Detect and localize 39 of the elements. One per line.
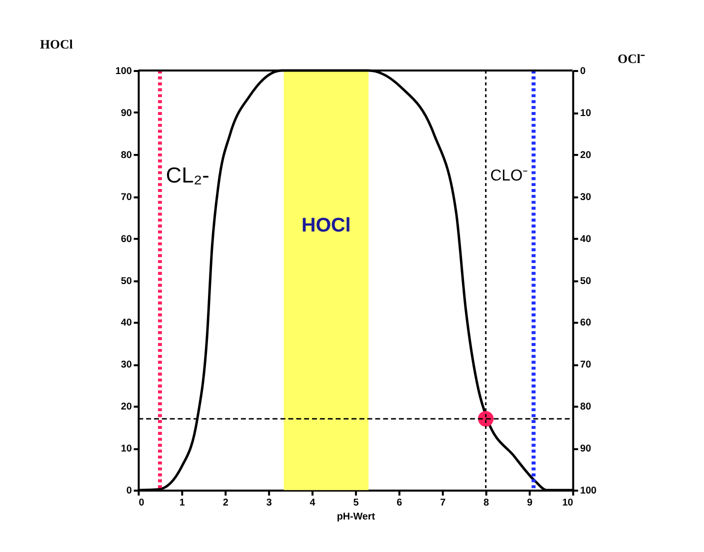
y2-axis-title: OCl⁻ [618,52,646,66]
y2-tick-label: 50 [580,276,592,287]
y-tick-label: 50 [120,276,132,287]
y2-tick-label: 70 [580,360,592,371]
ref-line-label: CLO⁻ [490,167,528,184]
y2-tick-label: 100 [580,486,598,497]
y-tick-label: 70 [120,192,132,203]
y2-tick-label: 80 [580,402,592,413]
x-tick-label: 2 [222,497,229,508]
x-tick-label: 3 [266,497,272,508]
y2-tick-label: 10 [580,108,592,119]
x-tick-label: 4 [310,497,316,508]
y-tick-label: 30 [120,360,132,371]
y-tick-label: 100 [115,66,132,77]
x-tick-label: 8 [484,497,490,508]
y2-tick-label: 0 [580,66,586,77]
y-tick-label: 40 [120,318,132,329]
y-tick-label: 60 [120,234,132,245]
x-tick-label: 9 [526,497,533,508]
y2-tick-label: 20 [580,150,592,161]
x-tick-label: 1 [179,497,186,508]
band-label: HOCl [301,214,351,237]
y-tick-label: 80 [120,150,132,161]
y2-tick-label: 60 [580,318,592,329]
y2-tick-label: 40 [580,234,592,245]
y-axis-title: HOCl [40,37,74,52]
y-tick-label: 0 [126,486,132,497]
y2-tick-label: 30 [580,192,592,203]
x-tick-label: 7 [440,497,446,508]
x-tick-label: 5 [353,497,360,508]
x-tick-label: 6 [396,497,403,508]
y-tick-label: 20 [120,402,132,413]
x-tick-label: 0 [138,497,145,508]
y-tick-label: 90 [120,108,132,119]
y-tick-label: 10 [120,444,132,455]
x-axis-title: pH-Wert [336,511,376,522]
y2-tick-label: 90 [580,444,592,455]
ref-line-label: CL₂- [166,162,210,188]
x-tick-label: 10 [562,497,574,508]
